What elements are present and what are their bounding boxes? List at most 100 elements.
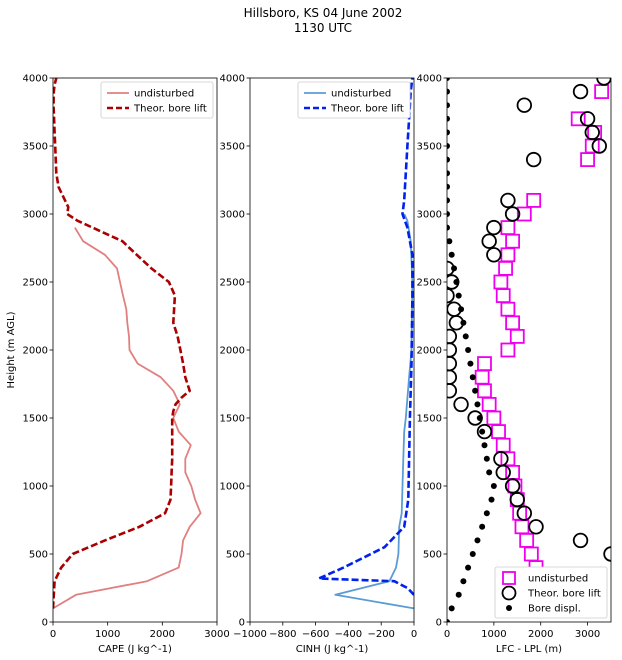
- lfc-point-theor-bore-lift: [486, 219, 502, 236]
- cinh-x-tick-label: 0: [411, 629, 417, 640]
- lfc-y-tick-label: 2500: [417, 278, 442, 289]
- lfc-point-bore-displ: [448, 605, 455, 612]
- cape-x-label: CAPE (J kg^-1): [98, 644, 172, 655]
- lfc-point-undisturbed: [500, 247, 516, 263]
- cape-y-tick-label: 0: [42, 618, 48, 629]
- lfc-point-theor-bore-lift: [596, 78, 611, 86]
- cape-y-tick-label: 500: [29, 550, 48, 561]
- lfc-y-tick-label: 0: [436, 618, 442, 629]
- cinh-legend-label-undisturbed: undisturbed: [331, 89, 391, 100]
- lfc-point-undisturbed: [516, 206, 532, 222]
- lfc-point-bore-displ: [447, 183, 450, 190]
- lfc-plot-area: [447, 78, 611, 622]
- lfc-point-theor-bore-lift: [495, 464, 511, 481]
- lfc-point-theor-bore-lift: [528, 519, 544, 535]
- cape-y-tick-label: 4000: [23, 74, 48, 85]
- lfc-point-bore-displ: [465, 564, 472, 571]
- lfc-point-bore-displ: [447, 88, 450, 95]
- lfc-point-bore-displ: [472, 387, 479, 394]
- lfc-point-theor-bore-lift: [493, 451, 509, 467]
- lfc-point-bore-displ: [483, 455, 490, 462]
- lfc-point-bore-displ: [447, 78, 450, 81]
- lfc-y-tick-label: 2000: [417, 346, 442, 357]
- lfc-ticks: 0 500 1000 1500 2000 2500 3000 3500 4000 0 1000 200…: [417, 74, 601, 641]
- lfc-x-tick-label: 1000: [481, 629, 506, 640]
- lfc-point-theor-bore-lift: [447, 328, 458, 345]
- lfc-point-undisturbed: [505, 233, 521, 249]
- lfc-point-undisturbed: [519, 533, 535, 548]
- lfc-point-theor-bore-lift: [509, 491, 525, 508]
- cinh-y-tick-label: 2000: [220, 346, 245, 357]
- lfc-point-theor-bore-lift: [591, 138, 607, 154]
- lfc-point-bore-displ: [447, 224, 450, 231]
- cinh-y-tick-label: 3500: [220, 142, 245, 153]
- lfc-point-bore-displ: [451, 265, 458, 272]
- cape-legend-label-theor-bore-lift: Theor. bore lift: [133, 104, 207, 115]
- cape-series-undisturbed: [53, 227, 202, 610]
- cape-series-theor-bore-lift: [53, 78, 191, 609]
- lfc-point-theor-bore-lift: [447, 369, 458, 385]
- lfc-point-bore-displ: [447, 197, 450, 204]
- cape-y-tick-label: 1000: [23, 482, 48, 493]
- lfc-point-theor-bore-lift: [447, 355, 458, 372]
- cinh-x-tick-label: −200: [367, 629, 394, 640]
- lfc-legend-swatch-undisturbed: [502, 571, 516, 585]
- lfc-panel: 0 500 1000 1500 2000 2500 3000 3500 4000 0 1000 200…: [417, 74, 612, 655]
- lfc-point-bore-displ: [448, 251, 455, 258]
- lfc-point-undisturbed: [477, 383, 492, 399]
- lfc-point-bore-displ: [465, 347, 472, 353]
- lfc-point-undisturbed: [495, 437, 511, 453]
- lfc-point-theor-bore-lift: [584, 124, 600, 141]
- cape-y-label: Height (m AGL): [6, 311, 17, 388]
- cape-y-tick-label: 1500: [23, 414, 48, 425]
- lfc-point-theor-bore-lift: [603, 546, 611, 562]
- lfc-point-bore-displ: [447, 156, 450, 163]
- lfc-point-bore-displ: [455, 292, 462, 299]
- lfc-point-theor-bore-lift: [525, 151, 542, 168]
- lfc-point-undisturbed: [474, 369, 490, 385]
- lfc-point-bore-displ: [469, 374, 476, 381]
- lfc-y-tick-label: 1500: [417, 414, 442, 425]
- cinh-x-tick-label: −400: [335, 629, 362, 640]
- lfc-point-bore-displ: [460, 578, 467, 585]
- cinh-ticks: 0 500 1000 1500 2000 2500 3000 3500 4000 −1000 −80…: [220, 74, 418, 641]
- cape-x-tick-label: 1000: [95, 629, 120, 640]
- lfc-point-undisturbed: [580, 152, 595, 168]
- cape-y-tick-label: 3000: [23, 210, 48, 221]
- lfc-point-bore-displ: [490, 483, 497, 489]
- lfc-y-tick-label: 4000: [417, 74, 442, 85]
- lfc-point-theor-bore-lift: [504, 478, 521, 494]
- lfc-point-theor-bore-lift: [572, 532, 589, 549]
- lfc-point-bore-displ: [453, 279, 460, 285]
- lfc-legend-label-theor-bore-lift: Theor. bore lift: [527, 589, 601, 600]
- lfc-point-undisturbed: [526, 192, 542, 208]
- cinh-series-theor-bore-lift: [317, 78, 414, 596]
- lfc-point-undisturbed: [498, 260, 513, 276]
- cinh-x-tick-label: −1000: [233, 629, 267, 640]
- lfc-point-undisturbed: [500, 342, 516, 358]
- cinh-y-tick-label: 3000: [220, 210, 245, 221]
- cinh-y-tick-label: 1000: [220, 482, 245, 493]
- cinh-y-tick-label: 2500: [220, 278, 245, 289]
- lfc-point-bore-displ: [483, 510, 490, 517]
- figure-title-line2: 1130 UTC: [294, 21, 352, 35]
- lfc-point-bore-displ: [486, 469, 493, 476]
- lfc-point-bore-displ: [476, 415, 483, 421]
- lfc-point-bore-displ: [447, 211, 450, 217]
- lfc-point-bore-displ: [488, 496, 495, 503]
- lfc-x-tick-label: 0: [444, 629, 450, 640]
- lfc-point-bore-displ: [479, 428, 486, 435]
- lfc-legend-frame: [494, 566, 608, 619]
- lfc-point-bore-displ: [447, 115, 450, 122]
- lfc-y-tick-label: 500: [423, 550, 442, 561]
- lfc-legend: undisturbed Theor. bore lift Bore displ.: [494, 566, 608, 619]
- lfc-point-undisturbed: [486, 410, 502, 426]
- cinh-y-tick-label: 1500: [220, 414, 245, 425]
- cape-ticks: 0 500 1000 1500 2000 2500 3000 3500 4000 0 1000 200…: [23, 74, 230, 641]
- lfc-point-undisturbed: [495, 288, 511, 304]
- cape-y-tick-label: 3500: [23, 142, 48, 153]
- lfc-point-theor-bore-lift: [579, 111, 596, 127]
- lfc-point-undisturbed: [481, 396, 497, 412]
- lfc-point-undisturbed: [493, 274, 509, 290]
- lfc-point-undisturbed: [477, 356, 492, 372]
